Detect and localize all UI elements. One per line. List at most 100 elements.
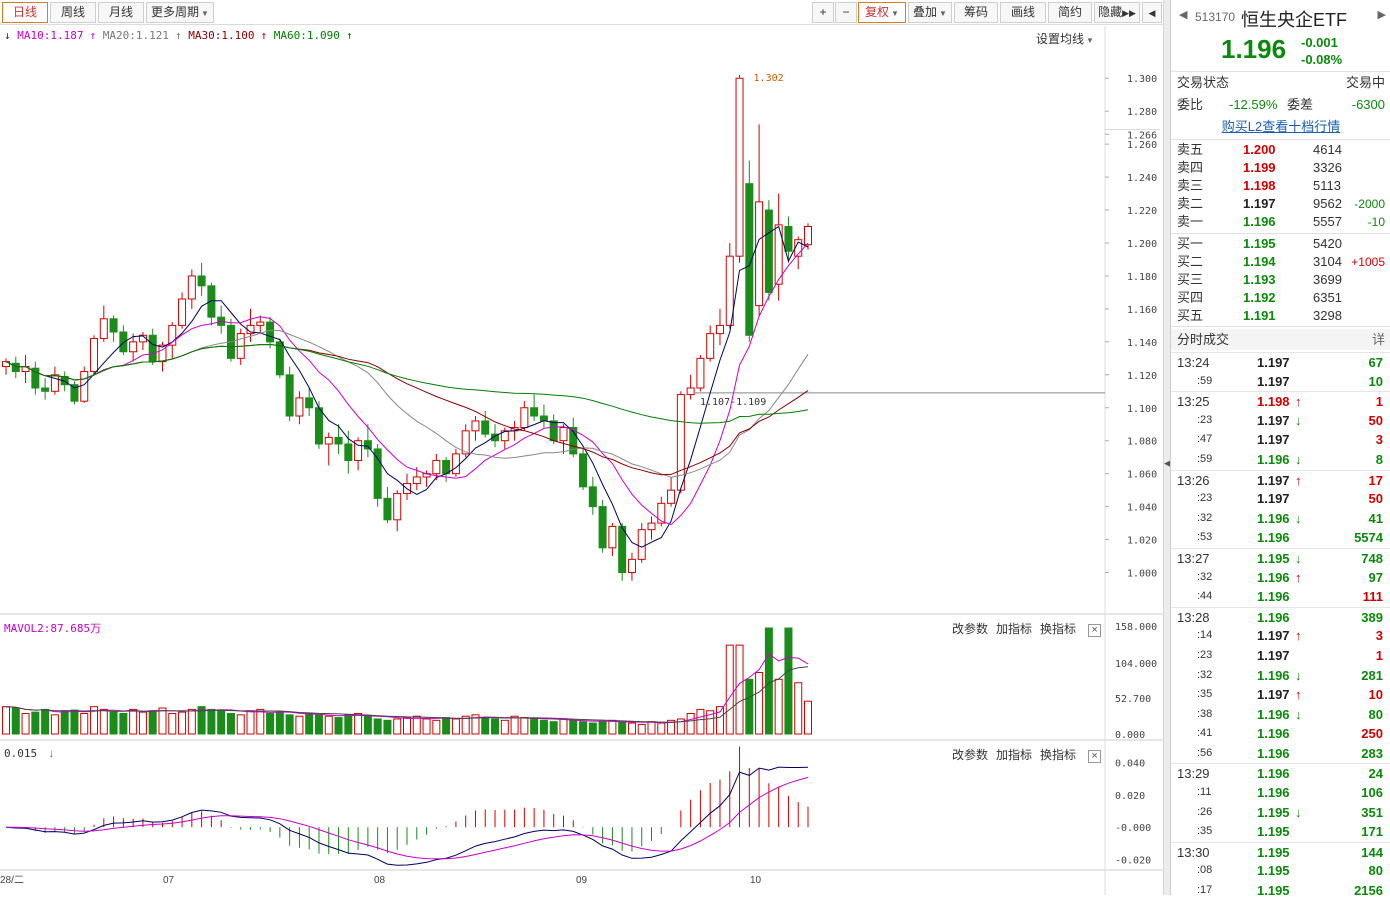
candle-body (755, 201, 764, 307)
tick-volume: 748 (1361, 550, 1383, 566)
tick-volume: 67 (1368, 355, 1383, 370)
level-volume: 3326 (1313, 160, 1342, 175)
volume-bar (158, 707, 167, 735)
close-icon[interactable]: × (1088, 624, 1102, 637)
candle-body (354, 440, 363, 461)
volume-bar (109, 711, 118, 735)
trade-status-value: 交易中 (1345, 75, 1385, 90)
tick-time: :41 (1197, 727, 1213, 740)
level-volume: 4614 (1313, 142, 1342, 157)
volume-bar (725, 644, 734, 735)
volume-bar (236, 714, 245, 735)
tab-monthly[interactable]: 月线 (98, 2, 144, 23)
tick-price: 1.197 (1257, 432, 1290, 448)
level-label: 卖一 (1177, 214, 1204, 229)
simple-button[interactable]: 简约 (1048, 2, 1092, 23)
fuquan-dropdown[interactable]: 复权 ▼ (858, 2, 906, 23)
tick-volume: 3 (1375, 432, 1383, 448)
zoom-out-button[interactable]: − (835, 2, 857, 23)
draw-line-button[interactable]: 画线 (1000, 2, 1046, 23)
zoom-in-button[interactable]: + (812, 2, 834, 23)
volume-bar (383, 719, 392, 735)
ma-setting-button[interactable]: 设置均线 ▼ (1036, 32, 1094, 46)
candle-body (109, 318, 118, 333)
candle-body (725, 255, 734, 326)
close-icon[interactable]: × (1088, 750, 1102, 763)
level-change: +1005 (1351, 255, 1385, 269)
tick-row: :56 1.196 283 (1171, 744, 1390, 764)
price-change: -0.001 (1301, 35, 1338, 50)
candle-body (41, 387, 50, 392)
candle-body (295, 397, 304, 417)
volume-bar (559, 718, 568, 735)
volume-bar (41, 708, 50, 735)
price-tick-label: 1.160 (1127, 305, 1157, 316)
volume-bar (451, 718, 460, 735)
hide-button[interactable]: 隐藏▶▶ (1094, 2, 1140, 23)
tab-weekly[interactable]: 周线 (50, 2, 96, 23)
more-periods-dropdown[interactable]: 更多周期 ▼ (146, 2, 214, 23)
bid-row[interactable]: 买五 1.191 3298 (1171, 307, 1390, 325)
bid-row[interactable]: 买二 1.194 3104 +1005 (1171, 253, 1390, 271)
l2-upgrade-link[interactable]: 购买L2查看十档行情 (1221, 119, 1341, 134)
volume-bar (627, 722, 636, 735)
candle-body (197, 275, 206, 287)
volume-bar (530, 718, 539, 735)
ask-row[interactable]: 卖二 1.197 9562 -2000 (1171, 195, 1390, 213)
macd-edit-params[interactable]: 改参数 (952, 748, 989, 762)
arrow-up-icon: ↑ (1295, 394, 1302, 410)
candle-body (305, 397, 314, 409)
ask-row[interactable]: 卖五 1.200 4614 (1171, 141, 1390, 159)
tick-time: 13:28 (1177, 609, 1210, 625)
candle-body (256, 321, 265, 326)
bid-row[interactable]: 买一 1.195 5420 (1171, 235, 1390, 253)
vol-switch-indicator[interactable]: 换指标 (1040, 622, 1077, 636)
tab-daily[interactable]: 日线 (2, 2, 48, 23)
tick-price: 1.197 (1257, 647, 1290, 663)
candle-body (412, 476, 421, 485)
arrow-up-icon: ↑ (1295, 628, 1302, 644)
overlay-dropdown[interactable]: 叠加 ▼ (908, 2, 952, 23)
tick-time: :59 (1197, 452, 1213, 465)
volume-bar (715, 706, 724, 735)
tick-row: :11 1.196 106 (1171, 783, 1390, 803)
chips-button[interactable]: 筹码 (954, 2, 998, 23)
side-collapse-bar[interactable]: ◀ (1163, 0, 1171, 895)
collapse-panel-button[interactable]: ◀ (1142, 2, 1162, 23)
tick-row: 13:25 1.198 ↑ 1 (1171, 391, 1390, 411)
volume-bar (295, 715, 304, 735)
trade-status-label: 交易状态 (1177, 75, 1230, 90)
tick-price: 1.197 (1257, 491, 1290, 507)
level-label: 买一 (1177, 236, 1204, 251)
tick-row: :14 1.197 ↑ 3 (1171, 626, 1390, 646)
volume-bar (11, 707, 20, 735)
tick-row: :44 1.196 111 (1171, 587, 1390, 607)
tick-row: 13:30 1.195 144 (1171, 841, 1390, 862)
date-tick-label: 08 (374, 875, 386, 886)
macd-switch-indicator[interactable]: 换指标 (1040, 748, 1077, 762)
tick-price: 1.195 (1257, 863, 1290, 879)
bid-row[interactable]: 买四 1.192 6351 (1171, 289, 1390, 307)
ask-row[interactable]: 卖一 1.196 5557 -10 (1171, 213, 1390, 231)
vol-edit-params[interactable]: 改参数 (952, 622, 989, 636)
volume-bar (686, 712, 695, 735)
back-arrow-icon[interactable]: ◀ (1179, 9, 1188, 21)
vol-add-indicator[interactable]: 加指标 (996, 622, 1033, 636)
macd-add-indicator[interactable]: 加指标 (996, 748, 1033, 762)
tick-row: :23 1.197 ↓ 50 (1171, 411, 1390, 431)
volume-bar (647, 721, 656, 735)
ma10-label: MA10:1.187 (17, 29, 84, 42)
volume-bar (637, 723, 646, 735)
arrow-down-icon: ↓ (1295, 804, 1302, 820)
forward-arrow-icon[interactable]: ▶ (1377, 9, 1386, 21)
chevron-down-icon: ▼ (1086, 36, 1094, 45)
tick-price: 1.195 (1257, 804, 1290, 820)
volume-bar (344, 714, 353, 735)
volume-bar (667, 719, 676, 735)
bid-row[interactable]: 买三 1.193 3699 (1171, 271, 1390, 289)
ask-row[interactable]: 卖三 1.198 5113 (1171, 177, 1390, 195)
candle-body (549, 420, 558, 442)
ask-row[interactable]: 卖四 1.199 3326 (1171, 159, 1390, 177)
ticks-detail-button[interactable]: 详 (1371, 332, 1385, 347)
